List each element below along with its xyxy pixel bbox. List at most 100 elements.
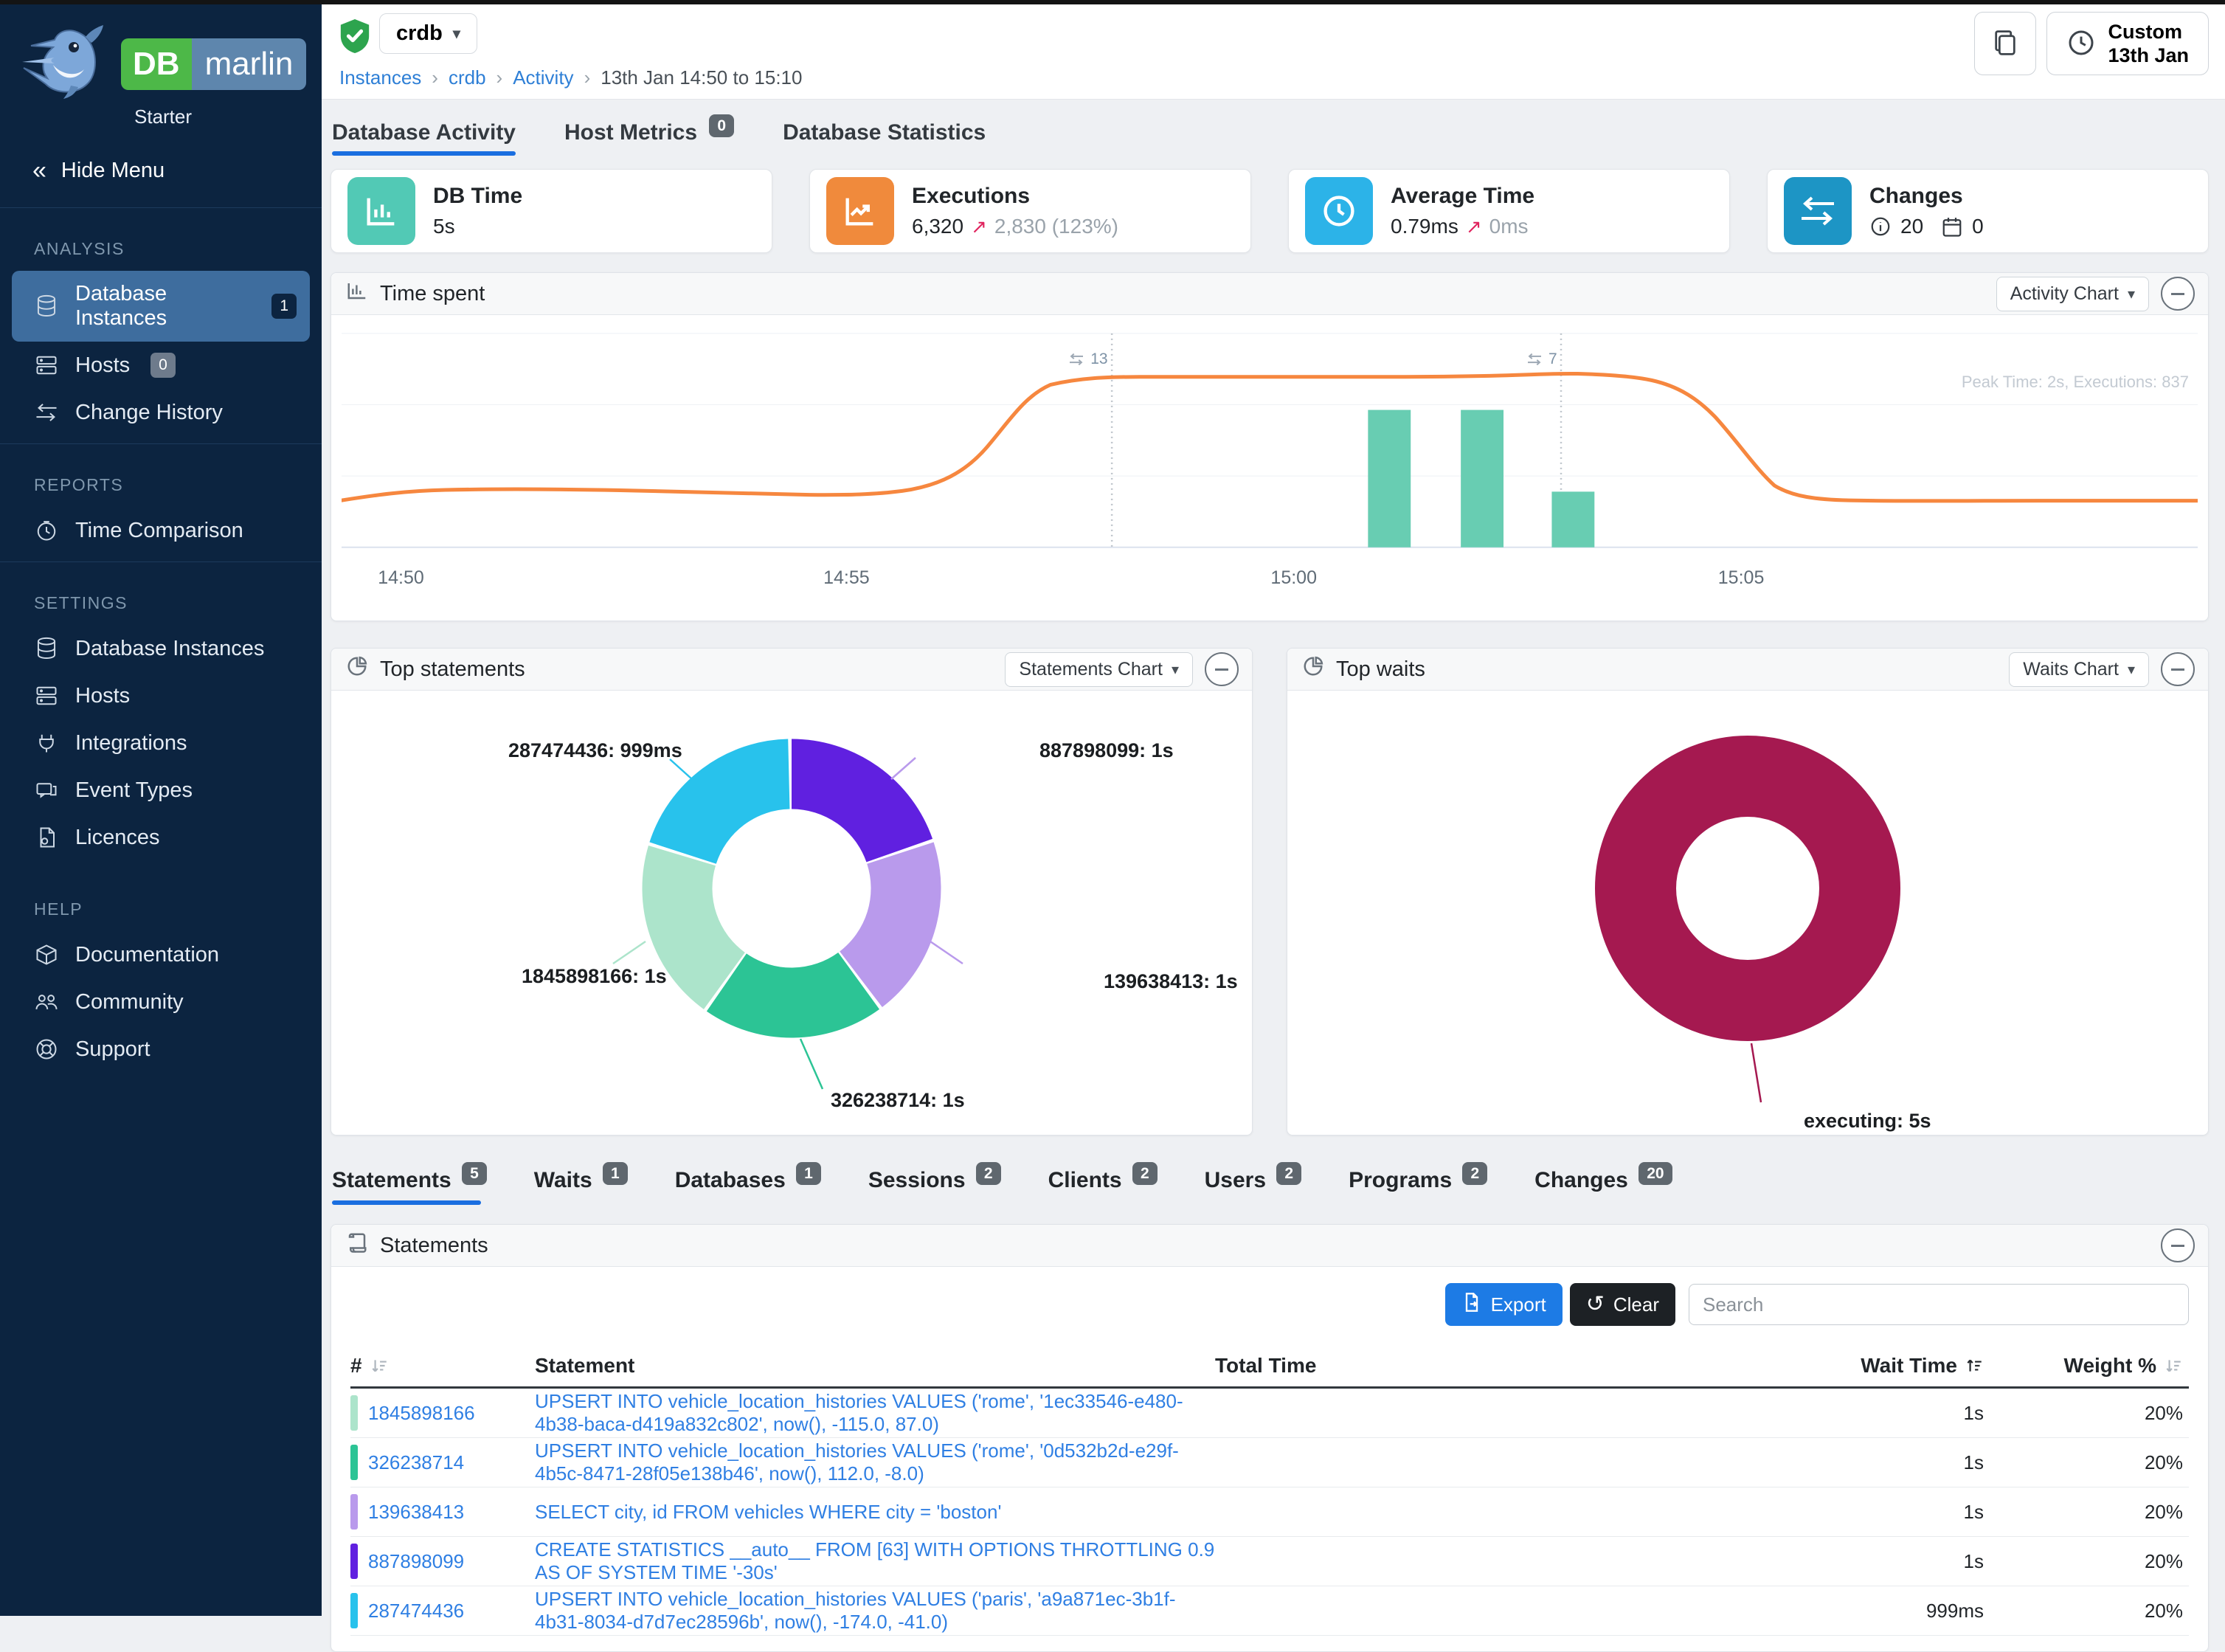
statement-id-link[interactable]: 887898099 <box>368 1549 465 1572</box>
time-range-button[interactable]: Custom 13th Jan <box>2046 12 2209 75</box>
export-button[interactable]: Export <box>1444 1283 1563 1326</box>
panel-title: Top statements <box>380 657 525 681</box>
tab-sessions[interactable]: Sessions 2 <box>868 1162 1001 1205</box>
wait-time-value: 1s <box>1963 1401 1984 1424</box>
table-row[interactable]: 139638413 SELECT city, id FROM vehicles … <box>350 1487 2189 1537</box>
col-statement: Statement <box>535 1354 635 1377</box>
calendar-change-count: 0 <box>1972 215 1984 238</box>
sidebar-item-settings-database-instances[interactable]: Database Instances <box>0 625 322 672</box>
sidebar-item-settings-hosts[interactable]: Hosts <box>0 672 322 719</box>
history-clock-icon <box>34 518 59 543</box>
statement-text-link[interactable]: SELECT city, id FROM vehicles WHERE city… <box>535 1500 1002 1523</box>
statement-text-link[interactable]: UPSERT INTO vehicle_location_histories V… <box>535 1588 1176 1633</box>
statements-chart-selector[interactable]: Statements Chart ▾ <box>1005 652 1193 687</box>
col-id: # <box>350 1354 362 1377</box>
sort-icon[interactable] <box>370 1356 389 1375</box>
time-spent-panel: Time spent Activity Chart ▾ Peak Time: 2… <box>331 272 2209 621</box>
activity-chart-selector[interactable]: Activity Chart ▾ <box>1996 276 2149 311</box>
sidebar-item-database-instances[interactable]: Database Instances 1 <box>12 271 310 342</box>
tab-badge: 0 <box>709 114 735 137</box>
statement-id-link[interactable]: 326238714 <box>368 1451 465 1473</box>
sidebar-item-documentation[interactable]: Documentation <box>0 931 322 978</box>
breadcrumb: Instances › crdb › Activity › 13th Jan 1… <box>339 66 802 89</box>
waits-chart-selector[interactable]: Waits Chart ▾ <box>2009 652 2149 687</box>
change-marker-count: 13 <box>1090 350 1108 367</box>
sidebar-item-hosts[interactable]: Hosts 0 <box>0 342 322 389</box>
calendar-icon <box>1941 215 1963 238</box>
statement-color-swatch <box>350 1544 358 1579</box>
tab-label: Programs <box>1349 1168 1453 1192</box>
panel-title: Time spent <box>380 281 485 305</box>
sidebar-item-support[interactable]: Support <box>0 1026 322 1073</box>
statement-id-link[interactable]: 1845898166 <box>368 1401 475 1424</box>
col-weight: Weight % <box>2063 1354 2156 1377</box>
sidebar-item-change-history[interactable]: Change History <box>0 389 322 436</box>
weight-value: 20% <box>2144 1500 2183 1523</box>
table-row[interactable]: 887898099 CREATE STATISTICS __auto__ FRO… <box>350 1537 2189 1586</box>
chevron-down-icon: ▾ <box>2127 661 2135 678</box>
main-tabs: Database Activity Host Metrics 0 Databas… <box>331 114 2209 156</box>
sort-icon[interactable] <box>2164 1356 2183 1375</box>
card-title: DB Time <box>433 184 523 208</box>
breadcrumb-instances[interactable]: Instances <box>339 66 422 89</box>
tab-database-activity[interactable]: Database Activity <box>332 120 516 156</box>
statement-id-link[interactable]: 287474436 <box>368 1599 465 1622</box>
sort-icon-active[interactable] <box>1965 1356 1984 1375</box>
statement-text-link[interactable]: UPSERT INTO vehicle_location_histories V… <box>535 1390 1183 1435</box>
sidebar-item-event-types[interactable]: Event Types <box>0 767 322 814</box>
clear-button[interactable]: ↺ Clear <box>1569 1283 1675 1326</box>
table-row[interactable]: 326238714 UPSERT INTO vehicle_location_h… <box>350 1438 2189 1487</box>
change-marker-2[interactable]: 7 <box>1525 350 1557 368</box>
chevron-down-icon: ▾ <box>2127 286 2135 303</box>
main-area: crdb ▾ Instances › crdb › Activity › 13t… <box>322 4 2225 1652</box>
table-row[interactable]: 287474436 UPSERT INTO vehicle_location_h… <box>350 1586 2189 1636</box>
collapse-panel-button[interactable] <box>2161 652 2195 686</box>
info-change-count: 20 <box>1900 215 1924 238</box>
weight-value: 20% <box>2144 1549 2183 1572</box>
collapse-panel-button[interactable] <box>2161 1228 2195 1262</box>
statement-text-link[interactable]: CREATE STATISTICS __auto__ FROM [63] WIT… <box>535 1538 1215 1583</box>
change-marker-1[interactable]: 13 <box>1067 350 1108 368</box>
section-title-settings: SETTINGS <box>34 593 128 612</box>
hide-menu-button[interactable]: « Hide Menu <box>0 136 322 207</box>
wait-time-value: 1s <box>1963 1500 1984 1523</box>
tab-clients[interactable]: Clients 2 <box>1048 1162 1158 1205</box>
tab-users[interactable]: Users 2 <box>1205 1162 1302 1205</box>
collapse-panel-button[interactable] <box>2161 277 2195 311</box>
breadcrumb-crdb[interactable]: crdb <box>448 66 486 89</box>
window-top-edge <box>0 0 2225 4</box>
tab-database-statistics[interactable]: Database Statistics <box>783 120 986 156</box>
copy-link-button[interactable] <box>1974 12 2037 75</box>
col-total-time: Total Time <box>1215 1354 1317 1377</box>
x-tick: 15:00 <box>1270 567 1317 588</box>
wait-time-value: 1s <box>1963 1549 1984 1572</box>
sidebar-item-label: Database Instances <box>75 636 265 660</box>
breadcrumb-activity[interactable]: Activity <box>513 66 574 89</box>
collapse-panel-button[interactable] <box>1205 652 1239 686</box>
tab-databases[interactable]: Databases 1 <box>675 1162 821 1205</box>
search-input[interactable] <box>1689 1284 2189 1325</box>
donut-label-887898099: 887898099: 1s <box>1039 739 1174 761</box>
donut-label-1845898166: 1845898166: 1s <box>522 965 667 987</box>
tab-changes[interactable]: Changes 20 <box>1534 1162 1672 1205</box>
statement-text-link[interactable]: UPSERT INTO vehicle_location_histories V… <box>535 1440 1179 1485</box>
sidebar-item-licences[interactable]: Licences <box>0 814 322 861</box>
tab-statements[interactable]: Statements 5 <box>332 1162 487 1205</box>
instance-selector-button[interactable]: crdb ▾ <box>379 13 477 54</box>
table-row[interactable]: 1845898166 UPSERT INTO vehicle_location_… <box>350 1389 2189 1438</box>
statement-id-link[interactable]: 139638413 <box>368 1500 465 1523</box>
tab-programs[interactable]: Programs 2 <box>1349 1162 1488 1205</box>
sidebar: DB marlin Starter « Hide Menu ANALYSIS D… <box>0 4 322 1616</box>
sidebar-item-time-comparison[interactable]: Time Comparison <box>0 507 322 554</box>
tab-host-metrics[interactable]: Host Metrics 0 <box>564 114 735 156</box>
sidebar-item-community[interactable]: Community <box>0 978 322 1026</box>
tab-label: Waits <box>533 1168 592 1192</box>
bar-chart-icon <box>347 177 415 245</box>
x-axis-labels: 14:50 14:55 15:00 15:05 <box>342 563 2198 595</box>
top-statements-panel: Top statements Statements Chart ▾ <box>331 648 1253 1136</box>
tab-label: Statements <box>332 1168 451 1192</box>
donut-label-287474436: 287474436: 999ms <box>508 739 682 761</box>
divider <box>0 443 322 444</box>
sidebar-item-integrations[interactable]: Integrations <box>0 719 322 767</box>
tab-waits[interactable]: Waits 1 <box>533 1162 628 1205</box>
